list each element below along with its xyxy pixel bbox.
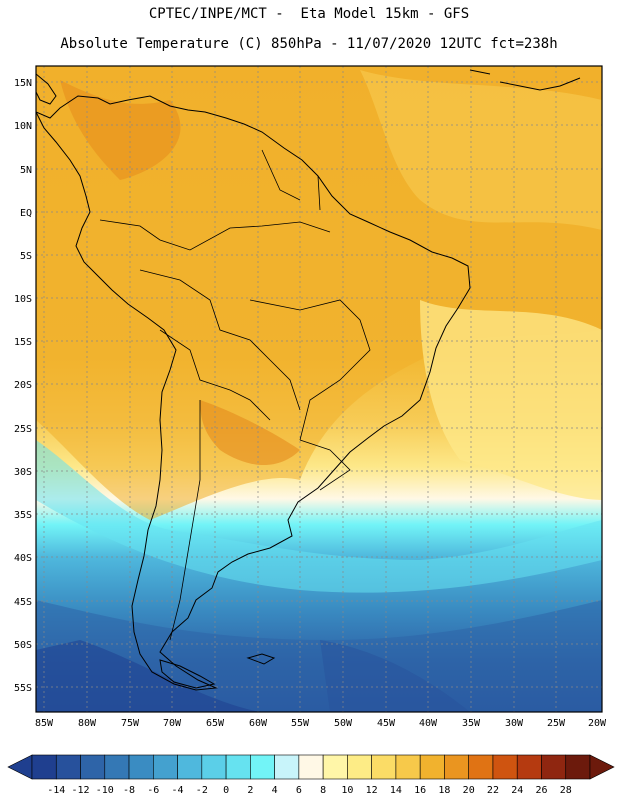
lon-label: 85W xyxy=(35,718,54,729)
colorbar-label: 2 xyxy=(247,785,253,796)
lon-label: 50W xyxy=(334,718,353,729)
colorbar-label: 28 xyxy=(560,785,572,796)
map-title: CPTEC/INPE/MCT - Eta Model 15km - GFS xyxy=(148,6,470,22)
colorbar-swatch xyxy=(347,754,372,780)
map-subtitle: Absolute Temperature (C) 850hPa - 11/07/… xyxy=(60,36,558,52)
colorbar-swatch xyxy=(468,754,494,780)
country-borders xyxy=(99,149,371,641)
lat-label: 55S xyxy=(14,683,32,694)
lat-label: 35S xyxy=(14,510,32,521)
lon-label: 35W xyxy=(462,718,481,729)
colorbar-label: 22 xyxy=(487,785,499,796)
lon-label: 40W xyxy=(419,718,438,729)
lon-label: 80W xyxy=(78,718,97,729)
colorbar-swatch xyxy=(322,754,348,780)
colorbar-swatch xyxy=(104,754,130,780)
colorbar-swatch xyxy=(516,754,542,780)
colorbar-label: -10 xyxy=(96,785,114,796)
colorbar-label: 8 xyxy=(320,785,326,796)
colorbar-label: 16 xyxy=(414,785,426,796)
colorbar-swatch xyxy=(274,754,300,780)
lat-label: 5S xyxy=(20,251,32,262)
colorbar-label: 6 xyxy=(296,785,302,796)
colorbar-swatch xyxy=(80,754,106,780)
temperature-field xyxy=(36,66,602,712)
colorbar-label: 4 xyxy=(272,785,278,796)
lon-label: 30W xyxy=(505,718,524,729)
grid-lines xyxy=(36,66,602,712)
colorbar: -14 -12 -10 -8 -6 -4 -2 0 2 4 6 8 10 12 14 16 18 20 22 24 26… xyxy=(7,754,615,796)
central-america-coastline xyxy=(36,73,57,105)
lat-label: 10N xyxy=(14,121,32,132)
colorbar-label: 24 xyxy=(511,785,523,796)
colorbar-label: -6 xyxy=(147,785,159,796)
colorbar-swatch xyxy=(225,754,251,780)
falkland-islands xyxy=(246,653,276,665)
colorbar-arrow-high xyxy=(589,754,615,780)
lon-label: 25W xyxy=(547,718,566,729)
colorbar-swatch xyxy=(492,754,518,780)
colorbar-label: 14 xyxy=(390,785,402,796)
lon-label: 45W xyxy=(377,718,396,729)
south-america-coastline xyxy=(36,95,471,691)
colorbar-label: -14 xyxy=(47,785,65,796)
colorbar-swatch xyxy=(128,754,154,780)
colorbar-label: 26 xyxy=(535,785,547,796)
lat-label: 5N xyxy=(20,165,32,176)
latitude-labels: 15N 10N 5N EQ 5S 10S 15S 20S 25S 30S 35S… xyxy=(14,78,32,694)
colorbar-label: -12 xyxy=(71,785,89,796)
tierra-del-fuego xyxy=(159,659,216,689)
colorbar-label: 10 xyxy=(341,785,353,796)
colorbar-label: 18 xyxy=(438,785,450,796)
colorbar-arrow-low xyxy=(7,754,33,780)
lat-label: 20S xyxy=(14,380,32,391)
colorbar-swatch xyxy=(55,754,81,780)
lat-label: 45S xyxy=(14,597,32,608)
colorbar-label: -8 xyxy=(123,785,135,796)
map-frame xyxy=(35,65,603,713)
lon-label: 70W xyxy=(163,718,182,729)
colorbar-label: 0 xyxy=(223,785,229,796)
colorbar-swatch xyxy=(444,754,469,780)
colorbar-swatch xyxy=(31,754,57,780)
lon-label: 75W xyxy=(121,718,140,729)
lon-label: 55W xyxy=(291,718,310,729)
colorbar-swatch xyxy=(201,754,227,780)
colorbar-swatch xyxy=(395,754,421,780)
colorbar-swatch xyxy=(177,754,203,780)
longitude-labels: 85W 80W 75W 70W 65W 60W 55W 50W 45W 40W … xyxy=(35,718,607,729)
lat-label: 25S xyxy=(14,424,32,435)
colorbar-swatch xyxy=(250,754,275,780)
lon-label: 20W xyxy=(588,718,607,729)
lat-label: 15S xyxy=(14,337,32,348)
colorbar-label: 12 xyxy=(366,785,378,796)
colorbar-swatch xyxy=(541,754,567,780)
coastlines xyxy=(36,69,581,691)
colorbar-swatch xyxy=(565,754,591,780)
colorbar-swatch xyxy=(153,754,178,780)
lat-label: 15N xyxy=(14,78,32,89)
lat-label: 30S xyxy=(14,467,32,478)
lat-label: 50S xyxy=(14,640,32,651)
lon-label: 65W xyxy=(206,718,225,729)
colorbar-swatch xyxy=(419,754,445,780)
colorbar-swatch xyxy=(298,754,324,780)
colorbar-swatch xyxy=(371,754,397,780)
colorbar-label: 20 xyxy=(463,785,475,796)
lon-label: 60W xyxy=(249,718,268,729)
lat-label: 40S xyxy=(14,553,32,564)
lat-label: 10S xyxy=(14,294,32,305)
lat-label: EQ xyxy=(20,208,32,219)
colorbar-label: -4 xyxy=(172,785,184,796)
colorbar-label: -2 xyxy=(196,785,208,796)
caribbean-islands xyxy=(469,69,581,91)
